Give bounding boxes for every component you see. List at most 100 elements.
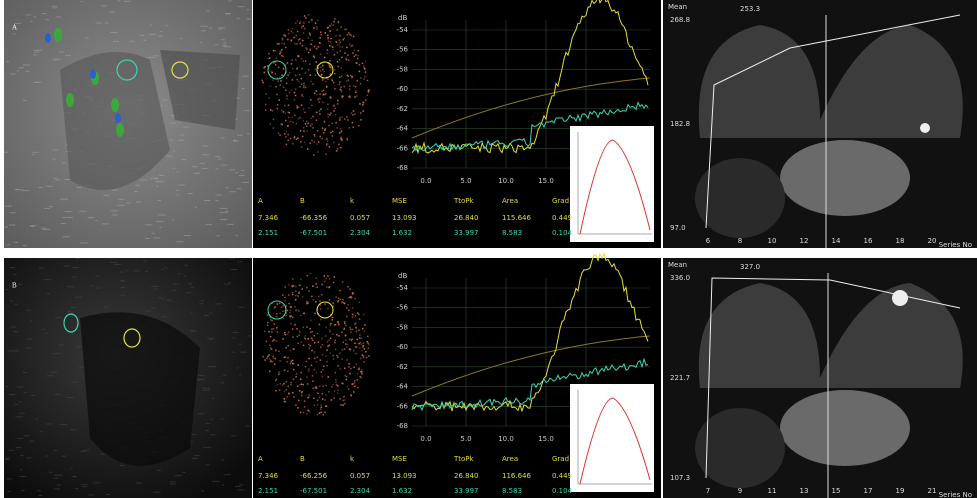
contrast-dot (330, 322, 332, 325)
contrast-dot (279, 312, 281, 315)
contrast-dot (319, 408, 322, 411)
contrast-dot (316, 19, 319, 22)
speckle (162, 99, 169, 101)
panel-label: A (12, 24, 17, 32)
contrast-dot (321, 283, 323, 286)
contrast-dot (321, 64, 324, 66)
x-tick-label: 5.0 (460, 177, 471, 185)
contrast-dot (363, 348, 366, 350)
contrast-dot (270, 348, 273, 351)
speckle (175, 189, 180, 191)
contrast-dot (276, 108, 279, 110)
contrast-dot (281, 37, 284, 40)
contrast-dot (289, 137, 292, 140)
contrast-dot (325, 405, 327, 408)
contrast-dot (306, 301, 308, 303)
contrast-dot (363, 65, 365, 68)
contrast-dot (274, 64, 277, 66)
contrast-dot (271, 319, 273, 322)
contrast-dot (340, 130, 343, 132)
speckle (13, 241, 19, 243)
mri-y-tick: 268.8 (670, 16, 690, 24)
contrast-dot (268, 370, 271, 373)
contrast-dot (313, 351, 315, 353)
contrast-dot (290, 30, 293, 32)
contrast-dot (293, 91, 296, 94)
speckle (7, 350, 13, 352)
contrast-dot (293, 135, 296, 138)
contrast-dot (343, 367, 346, 370)
speckle (23, 435, 30, 437)
contrast-dot (343, 37, 345, 40)
contrast-dot (302, 344, 305, 347)
contrast-dot (330, 23, 332, 25)
speckle (232, 331, 239, 333)
speckle (25, 14, 31, 16)
contrast-dot (339, 41, 342, 43)
contrast-dot (315, 283, 318, 285)
contrast-dot (346, 359, 348, 361)
contrast-dot (285, 305, 287, 307)
speckle (162, 298, 165, 300)
contrast-dot (354, 315, 356, 317)
speckle (18, 401, 22, 403)
contrast-dot (326, 364, 328, 367)
speckle (145, 237, 150, 239)
contrast-dot (296, 385, 299, 388)
contrast-dot (354, 96, 356, 98)
contrast-dot (321, 398, 324, 400)
contrast-dot (360, 376, 363, 379)
contrast-dot (367, 91, 370, 93)
contrast-dot (324, 335, 327, 337)
contrast-dot (340, 146, 342, 149)
contrast-dot (306, 130, 308, 132)
contrast-dot (288, 302, 290, 305)
contrast-dot (311, 337, 313, 340)
contrast-dot (355, 346, 358, 348)
contrast-dot (290, 315, 292, 317)
contrast-dot (297, 39, 300, 41)
contrast-dot (346, 307, 348, 309)
contrast-dot (262, 81, 264, 84)
contrast-dot (304, 111, 306, 114)
contrast-dot (276, 93, 278, 96)
speckle (109, 11, 115, 13)
speckle (184, 264, 188, 266)
contrast-dot (287, 29, 290, 31)
contrast-dot (302, 326, 305, 329)
speckle (210, 418, 214, 420)
contrast-dot (340, 404, 342, 406)
speckle (49, 371, 58, 373)
contrast-dot (351, 383, 353, 385)
contrast-dot (282, 110, 285, 113)
table-header: Grad (552, 455, 569, 463)
contrast-dot (286, 396, 289, 398)
speckle (4, 205, 12, 207)
contrast-dot (297, 295, 300, 297)
contrast-dot (276, 383, 279, 386)
table-cell: 33.997 (454, 229, 479, 237)
contrast-dot (346, 116, 348, 118)
speckle (241, 88, 245, 90)
speckle (33, 49, 39, 51)
speckle (160, 30, 163, 32)
contrast-dot (313, 404, 316, 406)
contrast-dot (325, 384, 327, 387)
contrast-dot (294, 88, 297, 90)
contrast-dot (296, 78, 298, 81)
contrast-dot (360, 343, 363, 346)
contrast-dot (271, 340, 274, 342)
contrast-dot (355, 330, 358, 333)
contrast-dot (281, 49, 283, 51)
contrast-dot (312, 154, 315, 156)
contrast-dot (317, 341, 320, 343)
speckle (100, 453, 106, 455)
contrast-dot (311, 18, 313, 21)
contrast-dot (311, 139, 313, 142)
speckle (13, 33, 16, 35)
speckle (229, 191, 237, 193)
contrast-dot (284, 64, 287, 66)
contrast-dot (337, 65, 339, 68)
speckle (5, 386, 9, 388)
contrast-dot (316, 27, 318, 30)
